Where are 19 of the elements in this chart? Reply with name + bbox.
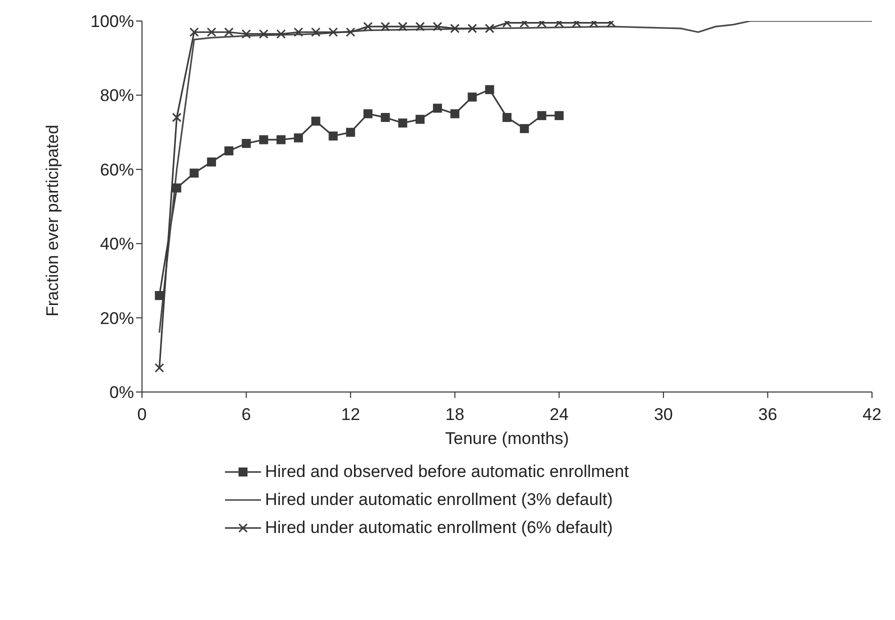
y-tick-label: 100% (90, 12, 134, 32)
legend-label: Hired and observed before automatic enrollment (265, 462, 629, 482)
y-tick-label: 20% (100, 308, 134, 328)
y-tick-label: 40% (100, 234, 134, 254)
y-tick-label: 60% (100, 160, 134, 180)
legend-label: Hired under automatic enrollment (6% default) (265, 518, 613, 538)
x-tick-label: 30 (654, 405, 673, 424)
legend-label: Hired under automatic enrollment (3% default) (265, 490, 613, 510)
x-axis-title: Tenure (months) (445, 429, 569, 448)
y-tick-label: 0% (109, 383, 134, 402)
y-tick-label: 80% (100, 86, 134, 106)
x-tick-label: 6 (242, 405, 252, 424)
x-tick-label: 0 (137, 405, 147, 424)
x-tick-label: 42 (862, 405, 882, 424)
x-tick-label: 12 (341, 405, 360, 424)
x-tick-label: 36 (758, 405, 778, 424)
x-tick-label: 18 (445, 405, 464, 424)
x-tick-label: 24 (550, 405, 569, 424)
y-axis-title: Fraction ever participated (43, 124, 62, 316)
